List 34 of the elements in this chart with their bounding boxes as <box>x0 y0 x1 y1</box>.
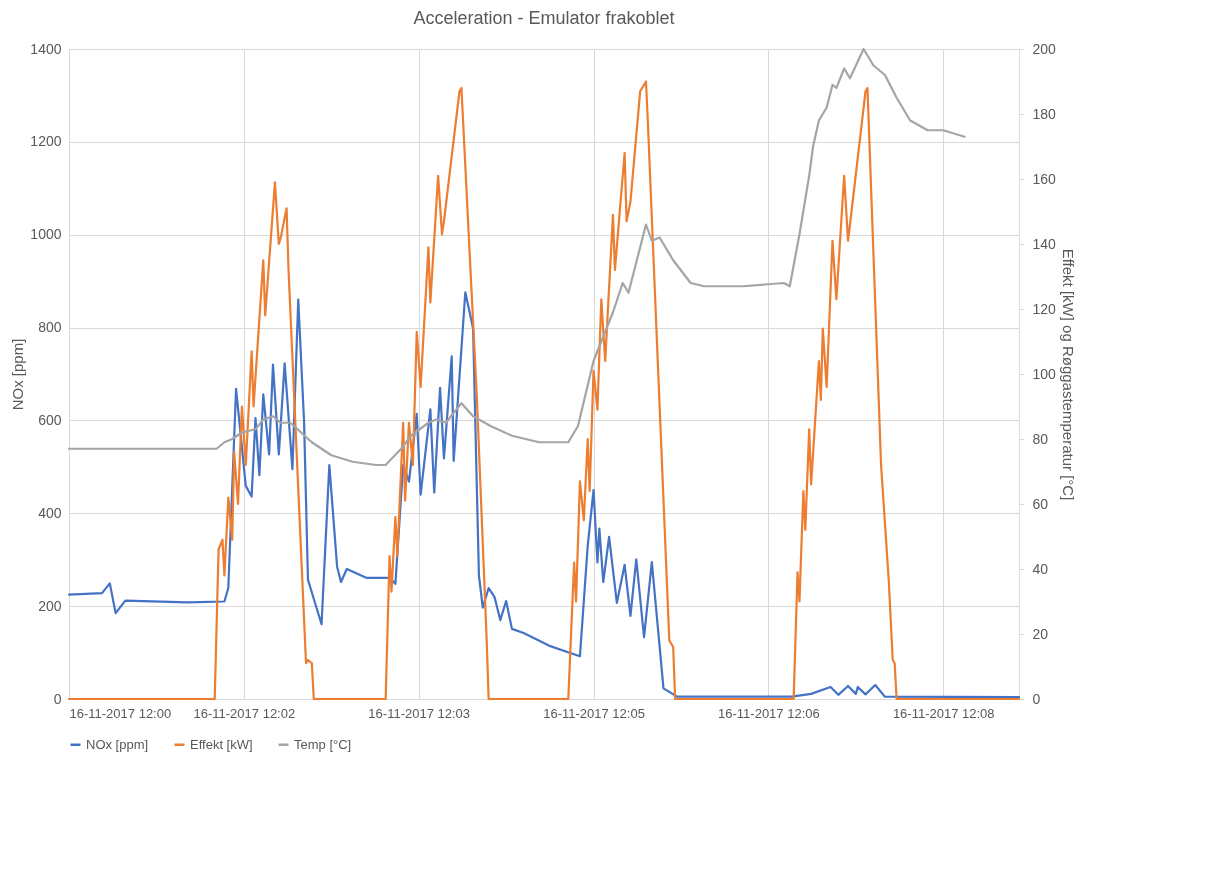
x-tick-label: 16-11-2017 12:08 <box>892 705 995 721</box>
chart-title: Acceleration - Emulator frakoblet <box>413 8 675 28</box>
y2-tick-label: 20 <box>1032 625 1049 642</box>
y-tick-label: 200 <box>38 597 62 614</box>
line-series <box>67 47 966 467</box>
y-axis-title: NOx [ppm] <box>9 338 27 411</box>
legend-label: NOx [ppm] <box>86 736 149 752</box>
y2-tick-label: 40 <box>1032 560 1049 577</box>
y2-tick-label: 180 <box>1032 105 1057 122</box>
y2-tick-label: 100 <box>1032 365 1057 382</box>
y-tick-label: 1400 <box>30 40 62 57</box>
y2-tick-label: 80 <box>1032 430 1049 447</box>
y-tick-label: 400 <box>38 504 62 521</box>
legend-label: Temp [°C] <box>294 736 352 752</box>
y2-tick-label: 120 <box>1032 300 1057 317</box>
x-tick-label: 16-11-2017 12:03 <box>368 705 471 721</box>
legend-label: Effekt [kW] <box>190 736 253 752</box>
x-tick-label: 16-11-2017 12:05 <box>543 705 645 721</box>
x-tick-label: 16-11-2017 12:02 <box>193 705 296 721</box>
y2-tick-label: 0 <box>1032 690 1041 707</box>
line-series <box>67 80 1021 701</box>
y2-tick-label: 160 <box>1032 170 1057 187</box>
y-tick-label: 600 <box>38 411 62 428</box>
y-tick-label: 1200 <box>30 133 62 150</box>
y2-axis-title: Effekt [kW] og Røggastemperatur [°C] <box>1059 248 1077 501</box>
y-tick-label: 1000 <box>30 226 62 243</box>
y2-tick-label: 200 <box>1032 40 1057 57</box>
y-tick-label: 800 <box>38 319 62 336</box>
y2-tick-label: 140 <box>1032 235 1057 252</box>
line-series <box>67 291 1021 699</box>
y-tick-label: 0 <box>53 690 62 707</box>
y2-tick-label: 60 <box>1032 495 1049 512</box>
x-tick-label: 16-11-2017 12:00 <box>69 705 172 721</box>
x-tick-label: 16-11-2017 12:06 <box>718 705 820 721</box>
